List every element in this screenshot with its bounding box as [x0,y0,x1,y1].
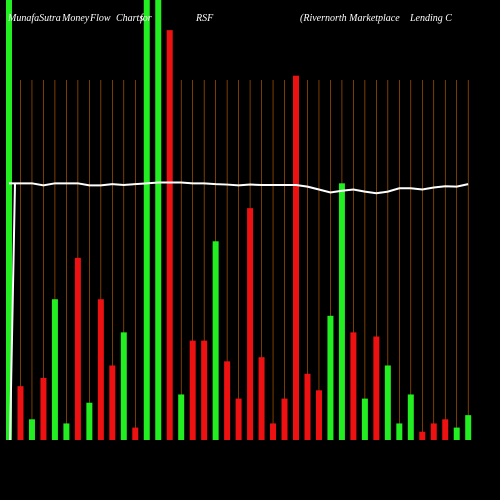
title-part: RSF [195,13,214,24]
bar [384,365,391,440]
flow-line [9,181,469,441]
bar [201,340,208,440]
bar [97,299,104,440]
bar [350,332,357,440]
bar [235,398,242,440]
bar [51,299,58,440]
bar [442,419,449,440]
title-part: (Rivernorth Marketplace [300,13,400,24]
title-part: Charts [116,13,143,24]
bar [132,427,139,440]
bar [155,0,162,440]
bar [453,427,460,440]
bar [166,30,173,440]
bar [373,336,380,440]
bar [315,390,322,440]
bar [40,377,47,440]
bar [120,332,127,440]
bar [63,423,70,440]
money-flow-line [9,181,469,441]
bar [430,423,437,440]
bar [281,398,288,440]
bar [327,315,334,440]
bars [6,0,472,441]
bar [270,423,277,440]
bar [304,373,311,440]
bar [293,75,299,441]
bar [224,361,231,440]
bar [109,365,116,440]
bar [361,398,368,440]
bar [258,357,265,440]
bar [86,402,93,440]
title-part: Lending C [409,13,452,24]
bar [17,386,24,440]
bar [465,415,472,440]
bar [143,0,150,440]
bar [419,431,426,440]
bar [74,257,81,440]
title-part: MunafaSutra [7,13,61,24]
bar [178,394,185,440]
bar [28,419,35,440]
title-part: for [140,13,152,24]
bar [189,340,196,440]
bar [407,394,414,440]
title-part: Money [61,13,90,24]
bar [212,241,219,440]
bar [396,423,403,440]
title-part: Flow [89,13,111,24]
bar [247,208,254,440]
bar [6,0,12,440]
bar [338,183,345,440]
